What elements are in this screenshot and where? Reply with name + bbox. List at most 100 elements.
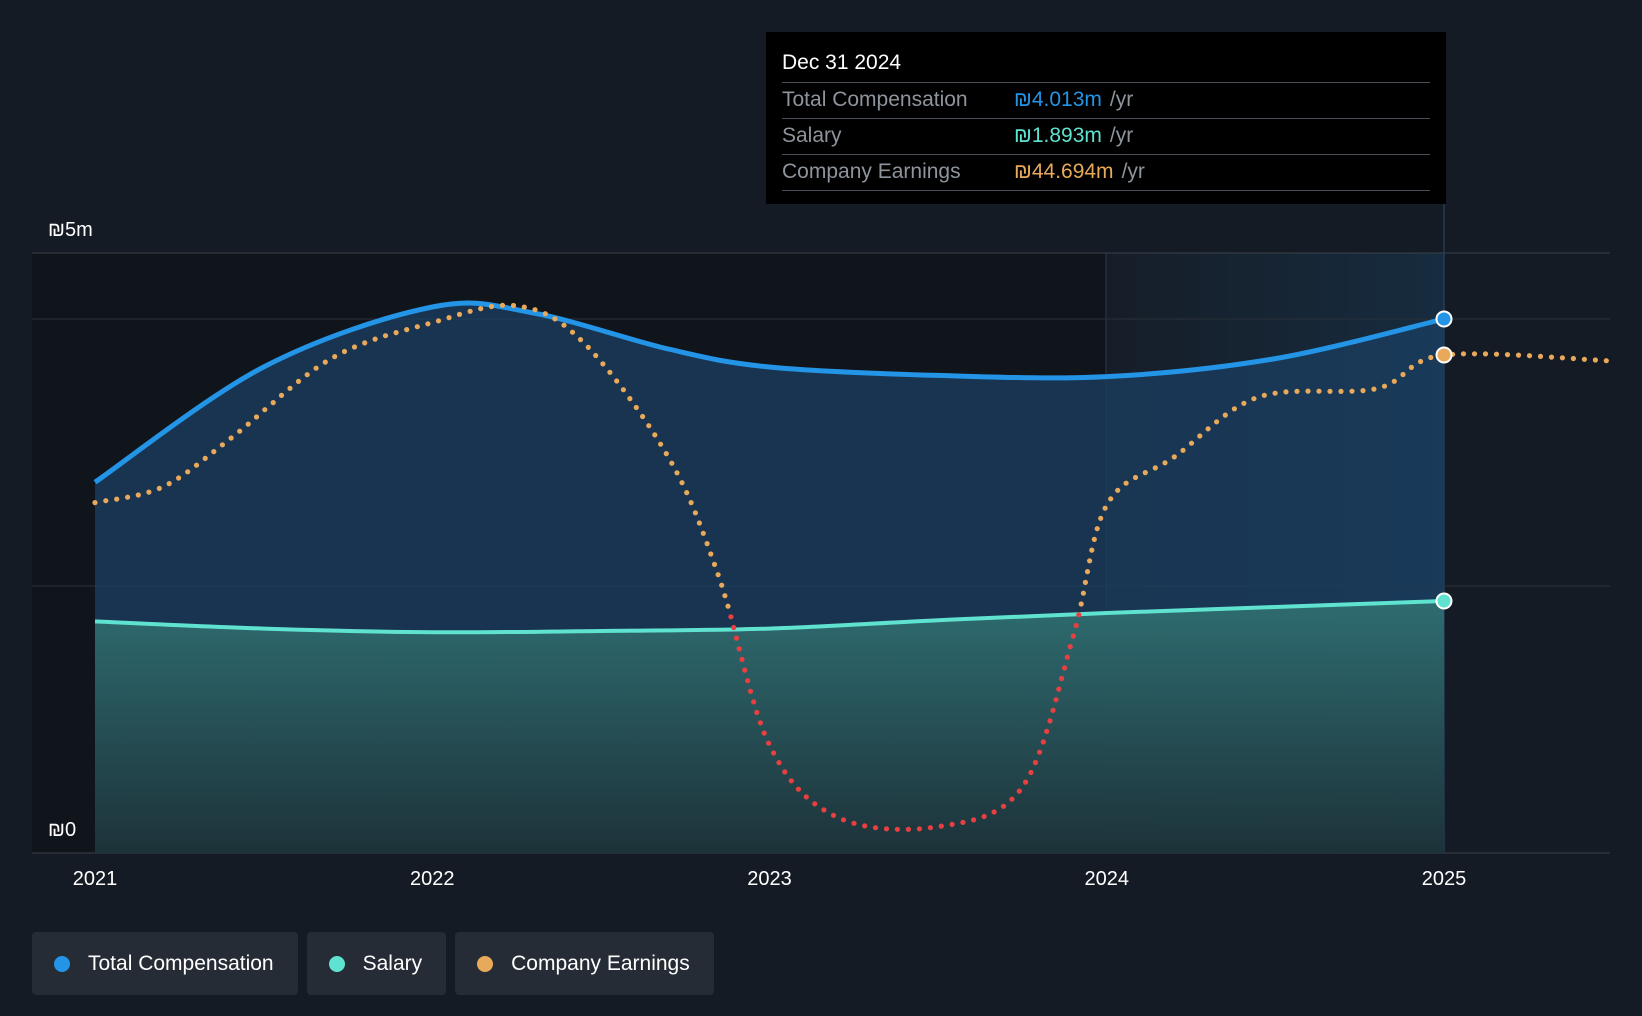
earnings-dot bbox=[1064, 654, 1070, 660]
earnings-dot bbox=[684, 490, 690, 496]
earnings-dot bbox=[135, 492, 141, 498]
earnings-dot bbox=[467, 308, 473, 314]
earnings-dot bbox=[237, 428, 243, 434]
earnings-dot bbox=[981, 813, 987, 820]
earnings-dot bbox=[176, 475, 182, 481]
earnings-dot bbox=[262, 407, 268, 413]
earnings-dot bbox=[1305, 388, 1311, 394]
x-tick-label: 2025 bbox=[1422, 868, 1467, 890]
earnings-dot bbox=[1152, 465, 1158, 471]
earnings-dot bbox=[1188, 440, 1195, 446]
earnings-dot bbox=[883, 826, 890, 832]
earnings-dot bbox=[1471, 351, 1478, 357]
earnings-dot bbox=[156, 485, 162, 491]
earnings-dot bbox=[652, 432, 658, 438]
earnings-dot bbox=[938, 823, 944, 829]
earnings-dot bbox=[488, 303, 495, 310]
legend-item-company-earnings[interactable]: Company Earnings bbox=[455, 932, 714, 995]
earnings-dot bbox=[742, 667, 748, 673]
earnings-dot bbox=[561, 322, 567, 328]
earnings-dot bbox=[739, 656, 745, 663]
earnings-dot bbox=[1070, 633, 1076, 639]
earnings-dot bbox=[1381, 383, 1388, 389]
earnings-dot bbox=[1171, 454, 1177, 460]
earnings-dot bbox=[633, 404, 639, 411]
earnings-dot bbox=[731, 624, 737, 631]
earnings-dot bbox=[185, 469, 191, 475]
earnings-dot bbox=[1076, 612, 1082, 618]
earnings-dot bbox=[830, 812, 837, 818]
earnings-dot bbox=[1592, 357, 1598, 363]
earnings-dot bbox=[1408, 364, 1414, 370]
earnings-dot bbox=[552, 316, 558, 322]
earnings-dot bbox=[722, 593, 728, 599]
tooltip-value: ₪4.013m bbox=[1014, 88, 1102, 111]
earnings-dot bbox=[1000, 803, 1007, 809]
earnings-dot bbox=[1581, 356, 1587, 362]
earnings-dot bbox=[761, 730, 767, 736]
earnings-dot bbox=[1162, 460, 1168, 466]
earnings-dot bbox=[715, 572, 721, 578]
earnings-dot bbox=[1428, 354, 1434, 361]
earnings-dot bbox=[725, 603, 731, 609]
company-earnings-marker bbox=[1435, 346, 1453, 364]
earnings-dot bbox=[1082, 579, 1088, 586]
earnings-dot bbox=[1515, 352, 1522, 358]
earnings-dot bbox=[620, 387, 627, 393]
earnings-dot bbox=[757, 720, 764, 726]
earnings-dot bbox=[1570, 355, 1576, 362]
earnings-dot bbox=[1180, 447, 1186, 453]
earnings-dot bbox=[728, 614, 734, 620]
earnings-dot bbox=[393, 330, 399, 336]
legend-label: Company Earnings bbox=[511, 951, 690, 975]
earnings-dot bbox=[1371, 386, 1377, 392]
earnings-dot bbox=[1016, 788, 1022, 794]
earnings-dot bbox=[971, 817, 977, 823]
earnings-dot bbox=[927, 825, 934, 831]
earnings-dot bbox=[211, 449, 217, 455]
earnings-dot bbox=[688, 500, 694, 506]
earnings-dot bbox=[1078, 601, 1084, 607]
earnings-dot bbox=[1272, 390, 1278, 396]
earnings-dot bbox=[872, 825, 879, 831]
earnings-dot bbox=[696, 520, 703, 526]
earnings-dot bbox=[916, 826, 923, 832]
y-label-bottom: ₪0 bbox=[48, 819, 76, 841]
earnings-dot bbox=[446, 315, 452, 321]
y-label-top: ₪5m bbox=[48, 219, 93, 241]
earnings-dot bbox=[1040, 739, 1046, 745]
earnings-dot bbox=[991, 809, 997, 815]
earnings-dot bbox=[456, 311, 463, 317]
tooltip-value: ₪1.893m bbox=[1014, 124, 1102, 147]
earnings-dot bbox=[245, 421, 251, 427]
earnings-dot bbox=[745, 678, 751, 684]
earnings-dot bbox=[782, 769, 788, 775]
earnings-dot bbox=[1059, 675, 1065, 682]
legend-item-total-compensation[interactable]: Total Compensation bbox=[32, 932, 298, 995]
tooltip-row-total-compensation: Total Compensation ₪4.013m /yr bbox=[782, 83, 1430, 119]
earnings-dot bbox=[1360, 388, 1366, 394]
legend: Total Compensation Salary Company Earnin… bbox=[32, 932, 714, 995]
earnings-dot bbox=[1537, 353, 1544, 359]
earnings-dot bbox=[1047, 718, 1053, 724]
earnings-dot bbox=[1526, 353, 1533, 359]
earnings-dot bbox=[669, 460, 675, 466]
total-compensation-line bbox=[93, 300, 1445, 485]
x-tick-label: 2024 bbox=[1085, 868, 1130, 890]
earnings-dot bbox=[851, 820, 857, 826]
earnings-dot bbox=[146, 489, 152, 495]
earnings-dot bbox=[499, 302, 506, 308]
earnings-dot bbox=[949, 821, 955, 828]
earnings-dot bbox=[747, 688, 754, 694]
earnings-dot bbox=[1391, 378, 1397, 384]
tooltip-label: Company Earnings bbox=[782, 160, 961, 183]
legend-item-salary[interactable]: Salary bbox=[306, 932, 447, 995]
salary-area bbox=[95, 601, 1444, 853]
earnings-dot bbox=[332, 354, 338, 360]
earnings-dot bbox=[771, 750, 777, 756]
tooltip-date: Dec 31 2024 bbox=[782, 46, 1430, 83]
earnings-dot bbox=[1023, 779, 1029, 785]
earnings-dot bbox=[1050, 707, 1056, 713]
earnings-dot bbox=[1548, 354, 1555, 360]
earnings-dot bbox=[253, 414, 260, 420]
